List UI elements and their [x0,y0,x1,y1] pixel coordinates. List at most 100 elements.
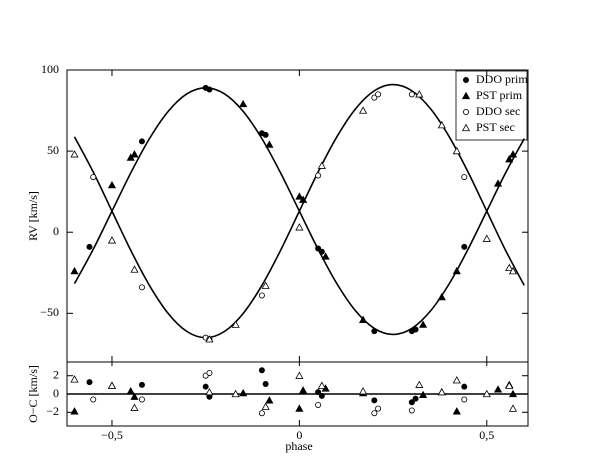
y-axis-label: RV [km/s] [26,191,40,241]
residual-point [130,392,139,400]
residual-point [130,403,139,411]
residual-point [265,396,274,404]
y-tick-label: 0 [53,224,59,238]
data-point [461,243,468,250]
fit-curve [73,83,525,339]
residual-point [315,401,322,408]
x-tick-label: 0 [296,428,302,442]
data-point [371,94,378,101]
residual-point [295,404,304,412]
residual-point [461,396,468,403]
data-point [90,174,97,181]
data-point [262,131,269,138]
residual-point [408,407,415,414]
residual-point [482,389,491,398]
data-point [452,146,461,155]
data-point [261,281,270,289]
residual-point [299,386,308,394]
residual-point [239,388,248,397]
data-point [415,90,424,98]
data-point [359,315,368,323]
data-point [295,192,304,200]
residual-point [126,387,135,395]
data-point [205,335,214,343]
legend-marker [461,91,471,100]
data-point [482,234,491,242]
data-point [359,106,368,114]
y-tick-label: 50 [47,143,59,157]
residual-point [202,383,209,390]
residual-point [86,379,93,386]
residual-y-tick-label: −2 [46,404,59,418]
data-point [321,252,330,260]
legend-label: DDO prim [476,72,528,86]
y-tick-label: 100 [41,62,59,76]
data-point [86,243,93,250]
residual-y-tick-label: 2 [53,367,59,381]
legend-label: DDO sec [476,104,520,118]
residual-point [371,410,378,417]
data-point [452,266,461,275]
residual-point [461,383,468,390]
residual-point [90,396,97,403]
residual-point [452,376,461,384]
data-point [505,263,514,272]
data-point [408,91,415,98]
residual-point [138,396,145,403]
residual-y-tick-label: 0 [53,386,59,400]
data-point [299,195,308,203]
legend-marker [461,123,471,132]
data-point [138,138,145,145]
data-point [258,292,265,299]
residual-point [262,380,269,387]
data-point [508,150,518,158]
residual-point [359,387,368,395]
residual-y-axis-label: O−C [km/s] [26,365,40,423]
data-point [508,266,518,275]
residual-point [318,392,325,399]
data-point [437,292,446,301]
residual-point [138,381,145,388]
x-tick-label: 0,5 [479,428,494,442]
residual-point [205,387,214,396]
data-point [317,161,326,169]
residual-point [508,404,518,412]
data-point [107,236,117,244]
data-point [375,91,382,98]
data-point [130,150,139,158]
residual-point [70,407,79,415]
residual-point [107,381,117,389]
residual-point [505,381,514,389]
residual-point [258,367,265,374]
data-point [295,223,304,231]
residual-point [206,369,213,376]
legend-marker [462,77,469,84]
residual-point [493,385,503,393]
residual-point [408,399,415,406]
data-point [418,320,428,328]
data-point [239,99,248,108]
residual-point [418,390,428,399]
data-point [70,150,79,158]
data-point [315,245,322,252]
data-point [231,320,240,328]
residual-point [70,375,79,383]
residual-point [231,389,240,398]
data-point [412,326,419,333]
legend-label: PST prim [476,88,523,102]
residual-point [371,397,378,404]
residual-point [508,389,518,398]
residual-point [375,405,382,412]
y-tick-label: −50 [40,305,59,319]
legend-label: PST sec [476,120,515,134]
data-point [505,154,514,163]
x-tick-label: −0,5 [101,428,123,442]
residual-point [452,407,461,415]
x-axis-label: phase [285,439,312,453]
residual-point [317,381,326,389]
data-point [318,248,325,255]
data-point [371,328,378,335]
residual-point [415,380,424,388]
